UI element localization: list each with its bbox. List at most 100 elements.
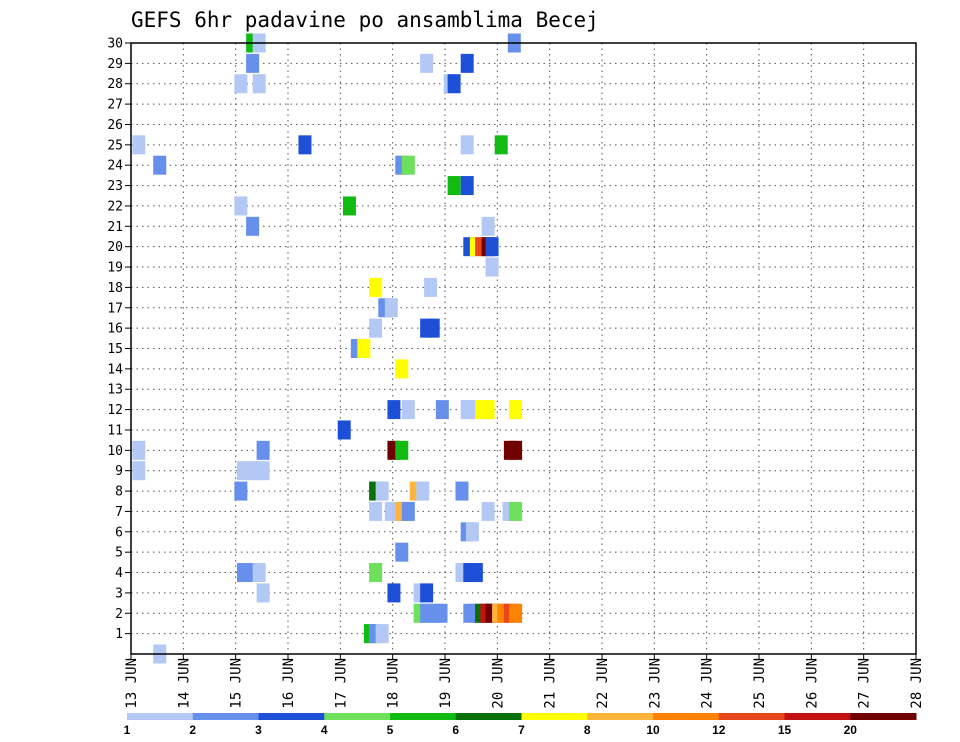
data-cell bbox=[481, 501, 495, 521]
colorbar-label: 1 bbox=[124, 723, 131, 737]
data-cells bbox=[132, 33, 523, 664]
data-cell bbox=[256, 440, 270, 460]
colorbar-swatch bbox=[587, 713, 654, 720]
data-cell bbox=[234, 74, 248, 94]
data-cell bbox=[481, 400, 495, 420]
data-cell bbox=[465, 522, 479, 542]
data-cell bbox=[447, 176, 461, 196]
colorbar-swatch bbox=[324, 713, 391, 720]
x-tick-label: 13 JUN bbox=[124, 658, 140, 709]
y-tick-label: 26 bbox=[107, 118, 123, 133]
y-tick-label: 22 bbox=[107, 199, 123, 214]
data-cell bbox=[246, 461, 260, 481]
colorbar-label: 20 bbox=[844, 723, 858, 737]
data-cell bbox=[342, 196, 356, 216]
colorbar-legend: 1 2 3 4 5 6 7 8 10 12 15 20 bbox=[124, 713, 917, 737]
data-cell bbox=[509, 400, 523, 420]
data-cell bbox=[485, 237, 499, 257]
x-tick-label: 23 JUN bbox=[647, 658, 663, 709]
colorbar-label: 7 bbox=[518, 723, 525, 737]
y-tick-label: 6 bbox=[115, 525, 123, 540]
data-cell bbox=[395, 359, 409, 379]
x-axis-ticks: 13 JUN 14 JUN 15 JUN 16 JUN 17 JUN 18 JUN 19 J… bbox=[124, 654, 925, 709]
y-tick-label: 19 bbox=[107, 261, 123, 276]
data-cell bbox=[298, 135, 312, 155]
x-tick-label: 14 JUN bbox=[176, 658, 192, 709]
y-tick-label: 12 bbox=[107, 403, 123, 418]
y-tick-label: 15 bbox=[107, 342, 123, 357]
y-axis-ticks: 1234567891011121314151617181920212223242… bbox=[107, 37, 131, 642]
colorbar-swatch bbox=[850, 713, 917, 720]
data-cell bbox=[416, 481, 430, 501]
colorbar-swatch bbox=[521, 713, 588, 720]
data-cell bbox=[503, 440, 517, 460]
colorbar-label: 8 bbox=[584, 723, 591, 737]
y-tick-label: 9 bbox=[115, 464, 123, 479]
data-cell bbox=[401, 501, 415, 521]
colorbar-swatch bbox=[718, 713, 785, 720]
y-tick-label: 8 bbox=[115, 485, 123, 500]
data-cell bbox=[395, 542, 409, 562]
colorbar-swatch bbox=[192, 713, 259, 720]
data-cell bbox=[460, 135, 474, 155]
x-tick-label: 22 JUN bbox=[595, 658, 611, 709]
y-tick-label: 10 bbox=[107, 444, 123, 459]
y-tick-label: 18 bbox=[107, 281, 123, 296]
data-cell bbox=[434, 603, 448, 623]
colorbar-swatch bbox=[258, 713, 325, 720]
data-cell bbox=[357, 339, 371, 358]
x-tick-label: 15 JUN bbox=[229, 658, 245, 709]
data-cell bbox=[132, 135, 146, 155]
x-tick-label: 21 JUN bbox=[543, 658, 559, 709]
colorbar-swatch bbox=[390, 713, 457, 720]
data-cell bbox=[469, 563, 483, 583]
data-cell bbox=[401, 155, 415, 175]
y-tick-label: 30 bbox=[107, 37, 123, 52]
data-cell bbox=[132, 440, 146, 460]
data-cell bbox=[420, 583, 434, 603]
data-cell bbox=[485, 257, 499, 277]
data-cell bbox=[369, 318, 383, 338]
colorbar-label: 4 bbox=[321, 723, 328, 737]
y-tick-label: 25 bbox=[107, 138, 123, 153]
data-cell bbox=[384, 298, 398, 318]
x-tick-label: 17 JUN bbox=[333, 658, 349, 709]
y-tick-label: 5 bbox=[115, 546, 123, 561]
grid-lines bbox=[130, 42, 917, 654]
colorbar-label: 12 bbox=[712, 723, 726, 737]
y-tick-label: 28 bbox=[107, 77, 123, 92]
plot-frame bbox=[130, 42, 917, 655]
data-cell bbox=[401, 400, 415, 420]
data-cell bbox=[455, 481, 469, 501]
data-cell bbox=[481, 216, 495, 236]
x-tick-label: 24 JUN bbox=[700, 658, 716, 709]
x-tick-label: 27 JUN bbox=[857, 658, 873, 709]
data-cell bbox=[369, 501, 383, 521]
data-cell bbox=[447, 74, 461, 94]
y-tick-label: 11 bbox=[107, 423, 123, 438]
data-cell bbox=[252, 563, 266, 583]
colorbar-swatch bbox=[653, 713, 720, 720]
y-tick-label: 23 bbox=[107, 179, 123, 194]
y-tick-label: 7 bbox=[115, 505, 123, 520]
data-cell bbox=[132, 461, 146, 481]
data-cell bbox=[246, 216, 260, 236]
data-cell bbox=[387, 583, 401, 603]
y-tick-label: 2 bbox=[115, 607, 123, 622]
colorbar-label: 2 bbox=[189, 723, 196, 737]
data-cell bbox=[252, 74, 266, 94]
y-tick-label: 17 bbox=[107, 301, 123, 316]
colorbar-label: 10 bbox=[646, 723, 660, 737]
y-tick-label: 21 bbox=[107, 220, 123, 235]
y-tick-label: 13 bbox=[107, 383, 123, 398]
data-cell bbox=[426, 318, 440, 338]
data-cell bbox=[369, 563, 383, 583]
chart-title: GEFS 6hr padavine po ansamblima Becej bbox=[131, 8, 599, 32]
colorbar-label: 15 bbox=[778, 723, 792, 737]
x-tick-label: 19 JUN bbox=[438, 658, 454, 709]
x-tick-label: 20 JUN bbox=[490, 658, 506, 709]
x-tick-label: 26 JUN bbox=[804, 658, 820, 709]
colorbar-label: 6 bbox=[452, 723, 459, 737]
data-cell bbox=[395, 440, 409, 460]
